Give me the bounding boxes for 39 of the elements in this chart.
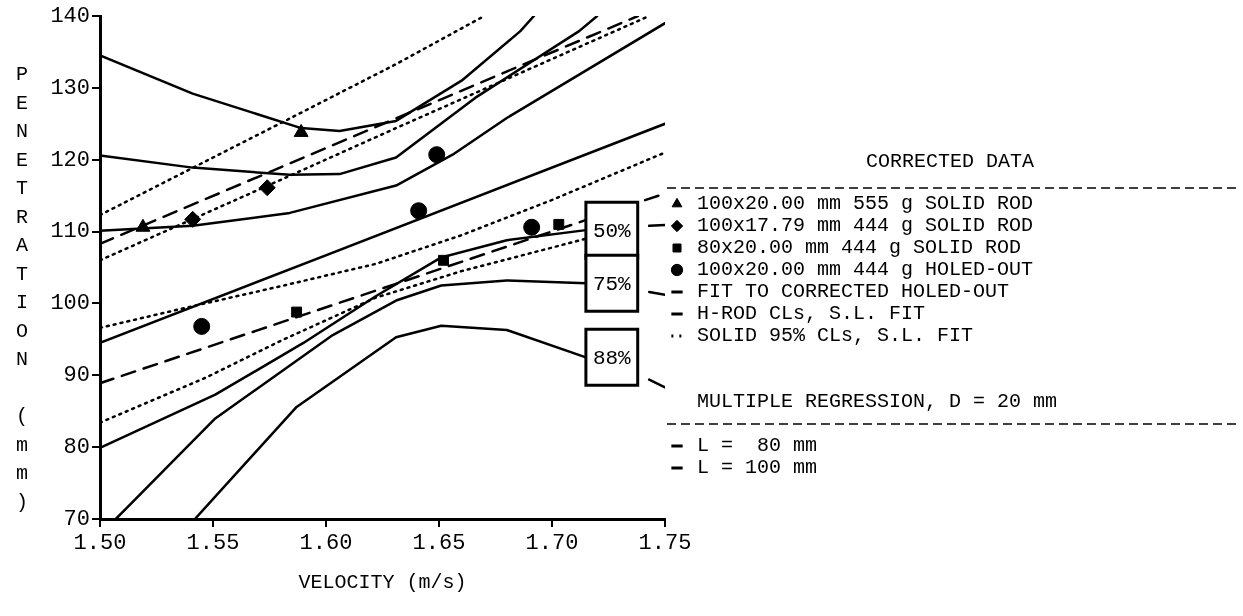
y-tick-label: 130 (50, 75, 90, 101)
point (428, 146, 446, 164)
legend-label: L = 100 mm (697, 456, 818, 480)
point (184, 210, 202, 228)
point (410, 202, 428, 220)
x-tick-label: 1.75 (638, 531, 692, 557)
x-tick-label: 1.60 (299, 531, 353, 557)
legend-title: CORRECTED DATA (865, 150, 1035, 174)
text: PENETRATION (mm) (15, 63, 29, 514)
legend-label: 80x20.00 mm 444 g SOLID ROD (697, 236, 1022, 260)
y-tick-label: 120 (50, 147, 90, 173)
y-tick-label: 140 (50, 3, 90, 29)
annotation: 88% (592, 346, 632, 370)
annotation: 75% (592, 272, 632, 296)
legend-label: SOLID 95% CLs, S.L. FIT (697, 324, 974, 348)
point (553, 218, 565, 230)
x-tick-label: 1.55 (186, 531, 240, 557)
text: MULTIPLE REGRESSION, D = 20 mm (697, 390, 1058, 414)
y-tick-label: 100 (50, 291, 90, 317)
point (523, 218, 541, 236)
y-tick-label: 110 (50, 219, 90, 245)
y-tick-label: 70 (63, 506, 90, 532)
legend-label: 100x20.00 mm 444 g HOLED-OUT (697, 258, 1034, 282)
y-tick-label: 90 (63, 363, 90, 389)
point (258, 179, 276, 197)
point (193, 317, 211, 335)
x-tick-label: 1.65 (412, 531, 466, 557)
y-tick-label: 80 (63, 434, 90, 460)
annotation: 50% (592, 219, 632, 243)
legend-label: L = 80 mm (697, 434, 818, 458)
x-tick-label: 1.50 (73, 531, 127, 557)
legend-label: FIT TO CORRECTED HOLED-OUT (697, 280, 1010, 304)
legend-label: 100x20.00 mm 555 g SOLID ROD (697, 192, 1034, 216)
point (291, 306, 303, 318)
legend-label: 100x17.79 mm 444 g SOLID ROD (697, 214, 1034, 238)
x-tick-label: 1.70 (525, 531, 579, 557)
point (438, 254, 449, 266)
legend-label: H-ROD CLs, S.L. FIT (697, 302, 926, 326)
x-axis-title: VELOCITY (m/s) (298, 571, 467, 595)
